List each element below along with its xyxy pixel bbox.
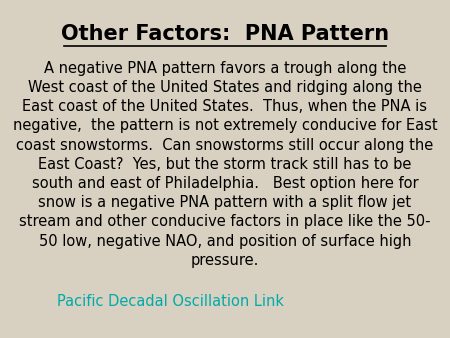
Text: Other Factors:  PNA Pattern: Other Factors: PNA Pattern [61,24,389,44]
Text: Pacific Decadal Oscillation Link: Pacific Decadal Oscillation Link [57,294,284,309]
Text: A negative PNA pattern favors a trough along the
West coast of the United States: A negative PNA pattern favors a trough a… [13,61,437,268]
